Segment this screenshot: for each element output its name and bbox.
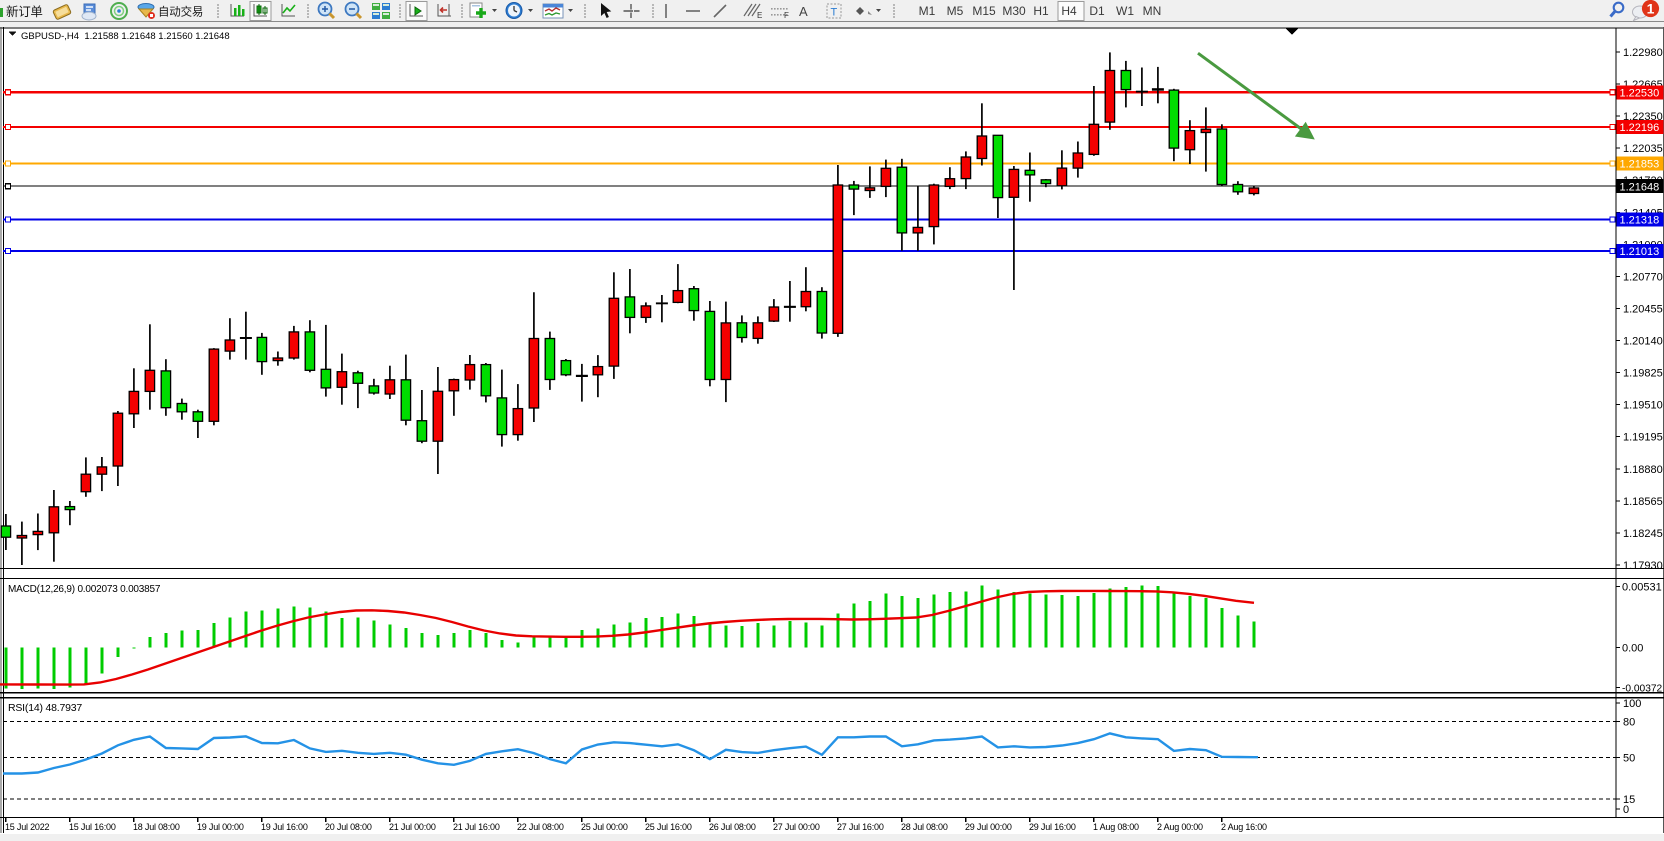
svg-text:19 Jul 16:00: 19 Jul 16:00 [261,822,308,832]
svg-text:1.21318: 1.21318 [1620,215,1660,227]
svg-text:1.19195: 1.19195 [1623,432,1663,444]
svg-text:21 Jul 00:00: 21 Jul 00:00 [389,822,436,832]
svg-text:自动交易: 自动交易 [158,5,203,19]
svg-text:M5: M5 [947,4,964,18]
svg-text:-0.00372: -0.00372 [1622,684,1663,695]
svg-text:M1: M1 [919,4,936,18]
svg-text:1.18565: 1.18565 [1623,496,1663,508]
svg-text:15: 15 [1623,794,1635,806]
svg-text:M15: M15 [972,4,996,18]
svg-text:1.22980: 1.22980 [1623,47,1663,59]
svg-text:25 Jul 00:00: 25 Jul 00:00 [581,822,628,832]
svg-text:1.18245: 1.18245 [1623,528,1663,540]
svg-text:2 Aug 00:00: 2 Aug 00:00 [1157,822,1203,832]
svg-text:A: A [799,4,808,19]
svg-text:19 Jul 00:00: 19 Jul 00:00 [197,822,244,832]
svg-text:1.19510: 1.19510 [1623,400,1663,412]
svg-text:M30: M30 [1002,4,1026,18]
svg-text:100: 100 [1623,698,1641,710]
svg-text:RSI(14) 48.7937: RSI(14) 48.7937 [8,702,82,714]
svg-text:D1: D1 [1089,4,1105,18]
svg-text:H1: H1 [1033,4,1049,18]
svg-text:1.20770: 1.20770 [1623,271,1663,283]
svg-text:26 Jul 08:00: 26 Jul 08:00 [709,822,756,832]
svg-text:新订单: 新订单 [6,4,43,19]
svg-text:W1: W1 [1116,4,1134,18]
svg-text:1.19825: 1.19825 [1623,368,1663,380]
svg-text:1.21648: 1.21648 [1620,181,1660,193]
svg-text:22 Jul 08:00: 22 Jul 08:00 [517,822,564,832]
svg-text:1.21853: 1.21853 [1620,159,1660,171]
svg-text:27 Jul 16:00: 27 Jul 16:00 [837,822,884,832]
svg-text:MN: MN [1143,4,1162,18]
svg-text:1.20140: 1.20140 [1623,336,1663,348]
svg-text:E: E [757,11,762,20]
svg-text:1.21013: 1.21013 [1620,246,1660,258]
svg-text:T: T [831,7,838,19]
svg-text:1.18880: 1.18880 [1623,464,1663,476]
svg-text:1.20455: 1.20455 [1623,303,1663,315]
svg-text:1.22035: 1.22035 [1623,143,1663,155]
svg-text:1.22530: 1.22530 [1620,88,1660,100]
svg-text:27 Jul 00:00: 27 Jul 00:00 [773,822,820,832]
svg-text:F: F [784,11,789,20]
svg-text:29 Jul 16:00: 29 Jul 16:00 [1029,822,1076,832]
svg-text:29 Jul 00:00: 29 Jul 00:00 [965,822,1012,832]
svg-text:MACD(12,26,9) 0.002073 0.00385: MACD(12,26,9) 0.002073 0.003857 [8,584,161,595]
svg-text:50: 50 [1623,752,1635,764]
svg-text:0.00531: 0.00531 [1622,582,1662,594]
svg-text:1.22196: 1.22196 [1620,122,1660,134]
svg-text:18 Jul 08:00: 18 Jul 08:00 [133,822,180,832]
svg-text:21 Jul 16:00: 21 Jul 16:00 [453,822,500,832]
svg-text:H4: H4 [1061,4,1077,18]
svg-text:0.00: 0.00 [1622,642,1643,654]
svg-text:25 Jul 16:00: 25 Jul 16:00 [645,822,692,832]
svg-text:28 Jul 08:00: 28 Jul 08:00 [901,822,948,832]
svg-text:0: 0 [1623,804,1629,816]
svg-text:2 Aug 16:00: 2 Aug 16:00 [1221,822,1267,832]
svg-text:1 Aug 08:00: 1 Aug 08:00 [1093,822,1139,832]
svg-text:GBPUSD-,H4 1.21588 1.21648 1.: GBPUSD-,H4 1.21588 1.21648 1.21560 1.216… [21,31,230,42]
svg-text:15 Jul 2022: 15 Jul 2022 [5,822,50,832]
svg-text:15 Jul 16:00: 15 Jul 16:00 [69,822,116,832]
svg-text:1.17930: 1.17930 [1623,560,1663,572]
svg-text:80: 80 [1623,717,1635,729]
svg-text:1: 1 [1647,1,1655,17]
svg-text:20 Jul 08:00: 20 Jul 08:00 [325,822,372,832]
